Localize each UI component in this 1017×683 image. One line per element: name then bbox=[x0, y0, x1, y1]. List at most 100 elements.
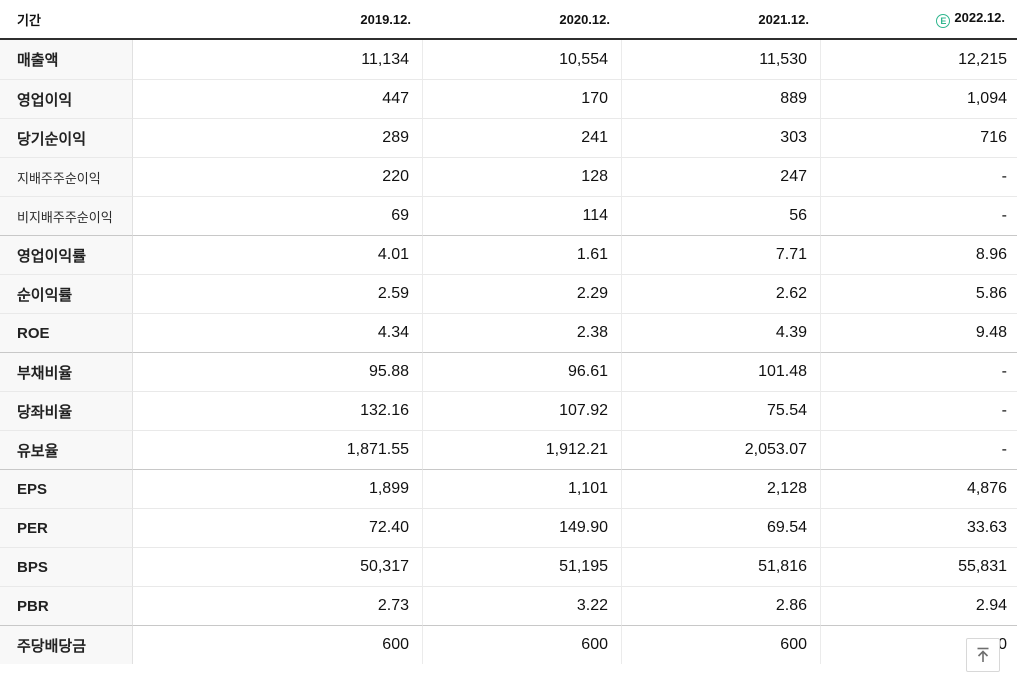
table-cell: 170 bbox=[423, 79, 622, 118]
table-row-net-income: 당기순이익 289 241 303 716 bbox=[0, 118, 1017, 157]
table-cell: 7.71 bbox=[622, 235, 821, 274]
table-cell: 1,912.21 bbox=[423, 430, 622, 469]
column-header-period: 기간 bbox=[0, 0, 133, 40]
estimate-icon: E bbox=[936, 14, 951, 29]
table-cell: 72.40 bbox=[133, 508, 423, 547]
table-row-roe: ROE 4.34 2.38 4.39 9.48 bbox=[0, 313, 1017, 352]
table-cell: 50,317 bbox=[133, 547, 423, 586]
table-cell: 220 bbox=[133, 157, 423, 196]
table-row-net-margin: 순이익률 2.59 2.29 2.62 5.86 bbox=[0, 274, 1017, 313]
row-label: 비지배주주순이익 bbox=[0, 196, 133, 235]
row-label: 주당배당금 bbox=[0, 625, 133, 664]
table-row-pbr: PBR 2.73 3.22 2.86 2.94 bbox=[0, 586, 1017, 625]
table-row-per: PER 72.40 149.90 69.54 33.63 bbox=[0, 508, 1017, 547]
table-cell: 11,134 bbox=[133, 40, 423, 79]
column-header-2019-12: 2019.12. bbox=[133, 0, 423, 40]
table-cell: 128 bbox=[423, 157, 622, 196]
table-cell: 51,195 bbox=[423, 547, 622, 586]
table-row-non-controlling-interest-income: 비지배주주순이익 69 114 56 - bbox=[0, 196, 1017, 235]
table-cell: 101.48 bbox=[622, 352, 821, 391]
row-label: EPS bbox=[0, 469, 133, 508]
table-cell: 447 bbox=[133, 79, 423, 118]
table-row-operating-margin: 영업이익률 4.01 1.61 7.71 8.96 bbox=[0, 235, 1017, 274]
table-cell: 2.59 bbox=[133, 274, 423, 313]
table-cell: 51,816 bbox=[622, 547, 821, 586]
column-header-2020-12: 2020.12. bbox=[423, 0, 622, 40]
table-cell: 4.01 bbox=[133, 235, 423, 274]
table-cell: - bbox=[821, 196, 1017, 235]
table-cell: 1,871.55 bbox=[133, 430, 423, 469]
row-label: 당기순이익 bbox=[0, 118, 133, 157]
column-header-2022-12-estimate: E 2022.12. bbox=[821, 0, 1017, 40]
table-cell: 2,053.07 bbox=[622, 430, 821, 469]
table-cell: 4.39 bbox=[622, 313, 821, 352]
table-cell: 2.62 bbox=[622, 274, 821, 313]
table-cell: 2,128 bbox=[622, 469, 821, 508]
table-row-bps: BPS 50,317 51,195 51,816 55,831 bbox=[0, 547, 1017, 586]
table-cell: 96.61 bbox=[423, 352, 622, 391]
row-label: ROE bbox=[0, 313, 133, 352]
table-cell: 95.88 bbox=[133, 352, 423, 391]
financial-summary-table: 기간 2019.12. 2020.12. 2021.12. E 2022.12. … bbox=[0, 0, 1017, 664]
table-row-quick-ratio: 당좌비율 132.16 107.92 75.54 - bbox=[0, 391, 1017, 430]
table-cell: 12,215 bbox=[821, 40, 1017, 79]
row-label: 지배주주순이익 bbox=[0, 157, 133, 196]
table-cell: 149.90 bbox=[423, 508, 622, 547]
table-row-retention-ratio: 유보율 1,871.55 1,912.21 2,053.07 - bbox=[0, 430, 1017, 469]
table-cell: 1.61 bbox=[423, 235, 622, 274]
table-cell: - bbox=[821, 430, 1017, 469]
table-cell: 1,899 bbox=[133, 469, 423, 508]
table-cell: 69.54 bbox=[622, 508, 821, 547]
table-cell: 10,554 bbox=[423, 40, 622, 79]
table-cell: 600 bbox=[423, 625, 622, 664]
table-row-operating-profit: 영업이익 447 170 889 1,094 bbox=[0, 79, 1017, 118]
column-header-2021-12: 2021.12. bbox=[622, 0, 821, 40]
table-cell: 2.86 bbox=[622, 586, 821, 625]
table-cell: 600 bbox=[622, 625, 821, 664]
table-cell: 55,831 bbox=[821, 547, 1017, 586]
scroll-to-top-button[interactable] bbox=[966, 638, 1000, 672]
table-cell: 1,101 bbox=[423, 469, 622, 508]
table-cell: 303 bbox=[622, 118, 821, 157]
table-cell: 4,876 bbox=[821, 469, 1017, 508]
table-cell: 8.96 bbox=[821, 235, 1017, 274]
table-row-controlling-interest-income: 지배주주순이익 220 128 247 - bbox=[0, 157, 1017, 196]
row-label: 부채비율 bbox=[0, 352, 133, 391]
table-cell: - bbox=[821, 391, 1017, 430]
row-label: PER bbox=[0, 508, 133, 547]
table-cell: 33.63 bbox=[821, 508, 1017, 547]
table-cell: 716 bbox=[821, 118, 1017, 157]
table-cell: 4.34 bbox=[133, 313, 423, 352]
header-row: 기간 2019.12. 2020.12. 2021.12. E 2022.12. bbox=[0, 0, 1017, 40]
table-cell: 3.22 bbox=[423, 586, 622, 625]
table-cell: 56 bbox=[622, 196, 821, 235]
row-label: 유보율 bbox=[0, 430, 133, 469]
table-cell: - bbox=[821, 352, 1017, 391]
table-cell: 69 bbox=[133, 196, 423, 235]
row-label: 영업이익률 bbox=[0, 235, 133, 274]
table-cell: 5.86 bbox=[821, 274, 1017, 313]
table-cell: 11,530 bbox=[622, 40, 821, 79]
table-cell: 241 bbox=[423, 118, 622, 157]
row-label: 매출액 bbox=[0, 40, 133, 79]
table-cell: 2.73 bbox=[133, 586, 423, 625]
table-row-eps: EPS 1,899 1,101 2,128 4,876 bbox=[0, 469, 1017, 508]
table-cell: 114 bbox=[423, 196, 622, 235]
table-cell: 2.29 bbox=[423, 274, 622, 313]
table-cell: 600 bbox=[133, 625, 423, 664]
table-cell: 889 bbox=[622, 79, 821, 118]
arrow-up-to-top-icon bbox=[977, 647, 989, 662]
table-cell: 2.94 bbox=[821, 586, 1017, 625]
row-label: 영업이익 bbox=[0, 79, 133, 118]
table-row-revenue: 매출액 11,134 10,554 11,530 12,215 bbox=[0, 40, 1017, 79]
table-cell: 132.16 bbox=[133, 391, 423, 430]
column-header-2022-12-label: 2022.12. bbox=[954, 9, 1005, 25]
table-cell: - bbox=[821, 157, 1017, 196]
table-cell: 75.54 bbox=[622, 391, 821, 430]
table-cell: 247 bbox=[622, 157, 821, 196]
row-label: BPS bbox=[0, 547, 133, 586]
table-cell: 107.92 bbox=[423, 391, 622, 430]
table-cell: 9.48 bbox=[821, 313, 1017, 352]
table-cell: 289 bbox=[133, 118, 423, 157]
table-cell: 2.38 bbox=[423, 313, 622, 352]
